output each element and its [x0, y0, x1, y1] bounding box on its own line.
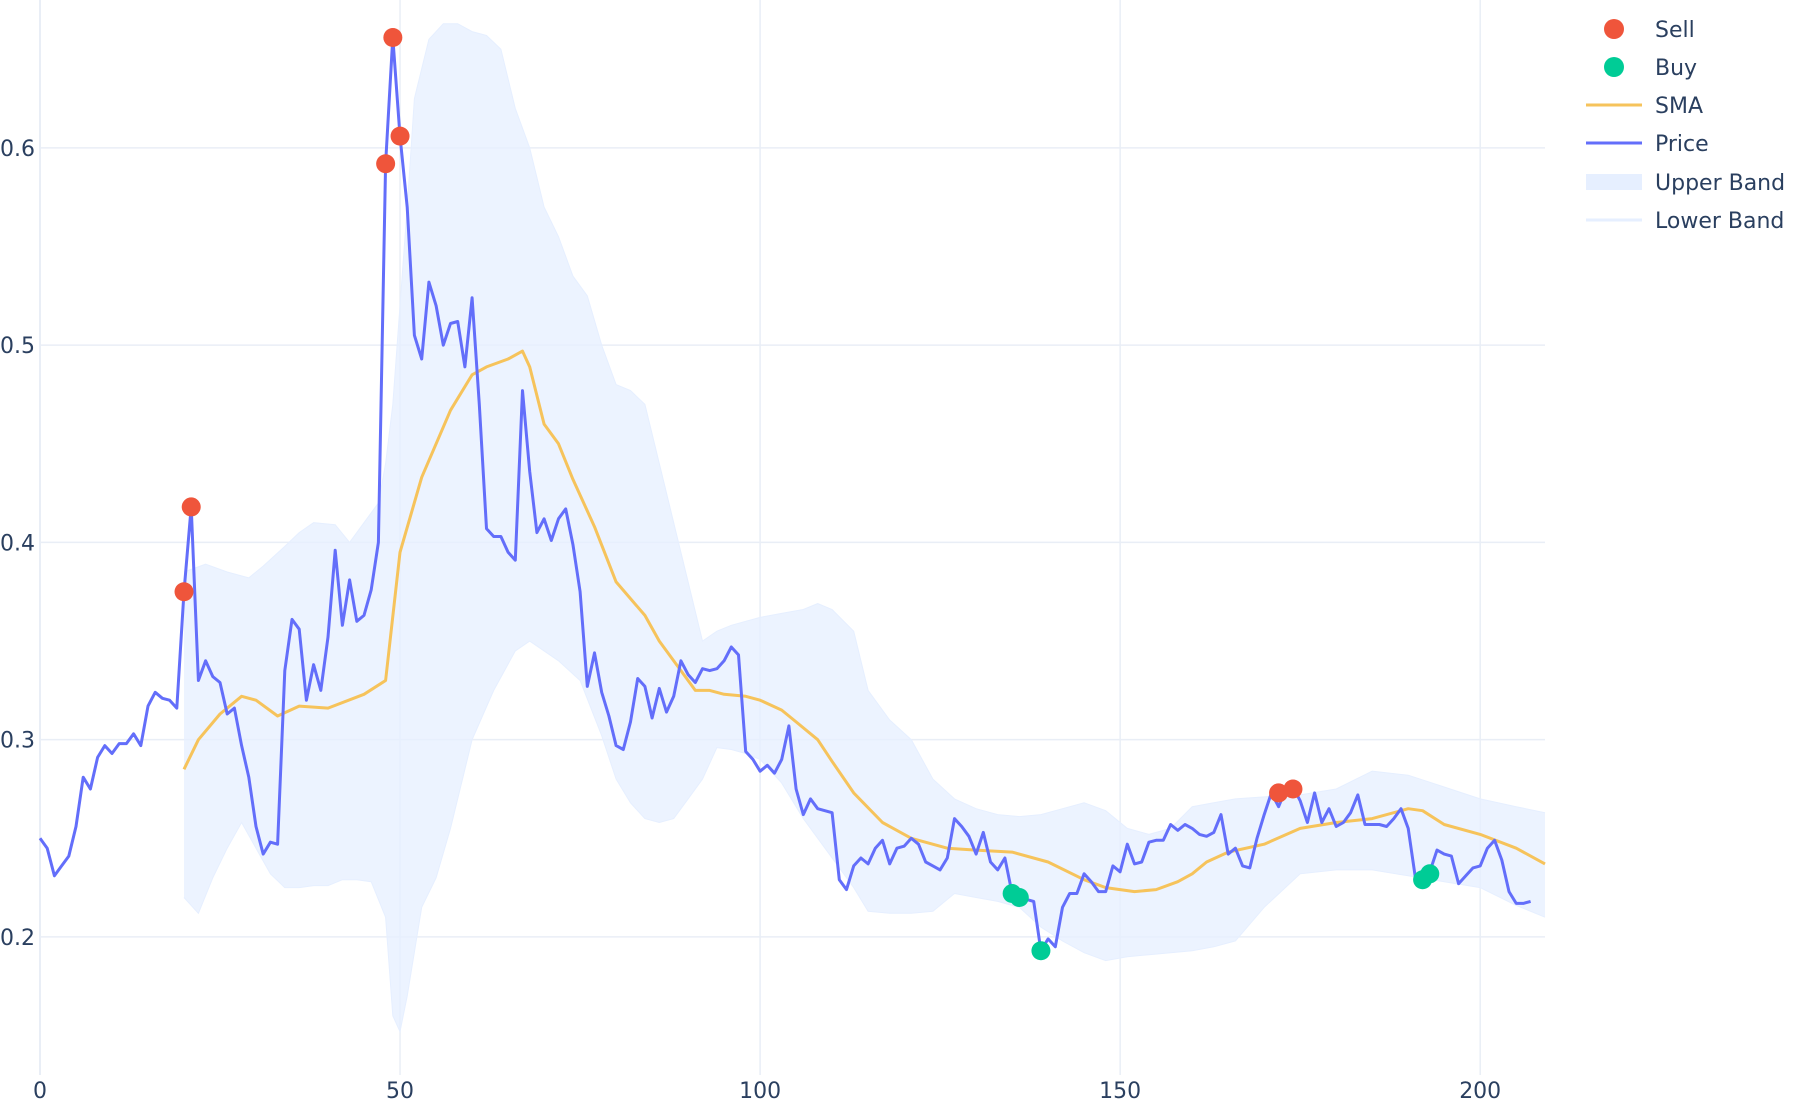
legend-item-sell[interactable]: Sell [1604, 18, 1695, 43]
legend-upper-band-label: Upper Band [1655, 171, 1785, 196]
sell-point [1269, 783, 1289, 803]
sell-point [174, 582, 194, 602]
x-tick-label: 200 [1459, 1079, 1501, 1100]
sell-point [1283, 779, 1303, 799]
legend-sell-label: Sell [1655, 18, 1695, 43]
x-tick-label: 50 [386, 1079, 414, 1100]
y-tick-labels: 0.2 0.3 0.4 0.5 0.6 [0, 137, 35, 951]
legend-upper-band-swatch [1586, 174, 1642, 190]
legend-price-label: Price [1655, 132, 1709, 157]
x-tick-label: 100 [739, 1079, 781, 1100]
legend-item-lower-band[interactable]: Lower Band [1586, 209, 1784, 234]
legend-buy-label: Buy [1655, 56, 1697, 81]
legend-item-sma[interactable]: SMA [1586, 94, 1703, 119]
legend-sell-marker [1604, 19, 1624, 39]
sell-point [376, 154, 396, 174]
buy-point [1420, 864, 1440, 884]
y-tick-label: 0.3 [0, 729, 35, 754]
legend: Sell Buy SMA Price Upper Band Lower Band [1586, 18, 1785, 234]
x-tick-label: 150 [1099, 1079, 1141, 1100]
sell-markers [174, 27, 1303, 803]
bollinger-band-area [184, 23, 1545, 1032]
legend-item-buy[interactable]: Buy [1604, 56, 1697, 81]
x-tick-labels: 0 50 100 150 200 [33, 1079, 1501, 1100]
sell-point [181, 497, 201, 517]
y-tick-label: 0.2 [0, 926, 35, 951]
y-tick-label: 0.4 [0, 531, 35, 556]
sell-point [390, 126, 410, 146]
legend-buy-marker [1604, 57, 1624, 77]
legend-lower-band-label: Lower Band [1655, 209, 1784, 234]
legend-sma-label: SMA [1655, 94, 1703, 119]
upper-band-line [183, 23, 1546, 835]
legend-item-upper-band[interactable]: Upper Band [1586, 171, 1785, 196]
lower-band-line [183, 640, 1546, 1034]
buy-markers [1002, 864, 1440, 961]
x-gridlines [39, 0, 1481, 1075]
sell-point [383, 27, 403, 47]
buy-point [1009, 887, 1029, 907]
legend-item-price[interactable]: Price [1586, 132, 1709, 157]
y-tick-label: 0.5 [0, 334, 35, 359]
buy-point [1031, 941, 1051, 961]
x-tick-label: 0 [33, 1079, 47, 1100]
y-tick-label: 0.6 [0, 137, 35, 162]
